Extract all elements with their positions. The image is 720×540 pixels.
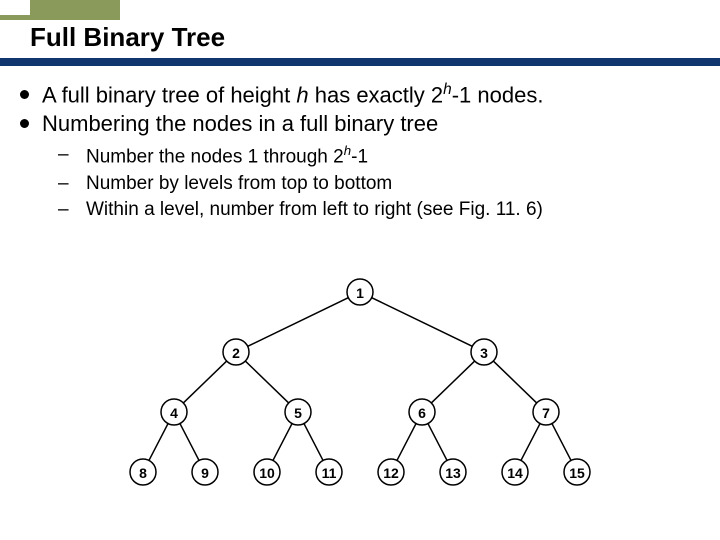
tree-edge — [180, 424, 199, 461]
tree-edge — [431, 361, 474, 403]
s1-pre: Number the nodes 1 through 2 — [86, 147, 344, 168]
b1-text-post: -1 nodes. — [452, 82, 544, 107]
tree-edge — [493, 361, 536, 403]
tree-node-label: 15 — [569, 465, 585, 481]
tree-edge — [149, 424, 168, 461]
bullet-1: A full binary tree of height h has exact… — [14, 80, 714, 109]
tree-node-label: 1 — [356, 285, 364, 301]
s2-text: Number by levels from top to bottom — [86, 173, 392, 194]
tree-node-label: 5 — [294, 405, 302, 421]
tree-node-label: 11 — [322, 465, 337, 481]
tree-node-label: 14 — [507, 465, 523, 481]
tree-edge — [552, 424, 571, 461]
tree-svg: 123456789101112131415 — [110, 270, 610, 520]
tree-node-label: 13 — [445, 465, 461, 481]
tree-edge — [428, 424, 447, 461]
tree-node-label: 2 — [232, 345, 240, 361]
tree-edge — [372, 298, 473, 347]
s1-post: -1 — [351, 147, 368, 168]
b1-text-pre: A full binary tree of height — [42, 82, 296, 107]
tree-node-label: 6 — [418, 405, 426, 421]
tree-edge — [248, 298, 349, 347]
tree-edge — [183, 361, 226, 403]
tree-node-label: 3 — [480, 345, 488, 361]
title-underline — [0, 58, 720, 66]
tree-edge — [304, 424, 323, 461]
main-bullet-list: A full binary tree of height h has exact… — [14, 80, 714, 223]
sub-bullet-2: Number by levels from top to bottom — [42, 171, 714, 197]
tree-edge — [273, 424, 292, 461]
sub-bullet-1: Number the nodes 1 through 2h-1 — [42, 142, 714, 171]
tree-node-label: 8 — [139, 465, 147, 481]
tree-node-label: 7 — [542, 405, 550, 421]
s3-text: Within a level, number from left to righ… — [86, 199, 543, 220]
sub-bullet-list: Number the nodes 1 through 2h-1 Number b… — [42, 142, 714, 223]
b1-text-mid: has exactly 2 — [309, 82, 444, 107]
tree-node-label: 12 — [383, 465, 399, 481]
page-title: Full Binary Tree — [30, 22, 225, 53]
tree-edge — [521, 424, 540, 461]
tree-edge — [397, 424, 416, 461]
tree-node-label: 10 — [259, 465, 275, 481]
b1-sup: h — [443, 81, 452, 98]
bullet-2: Numbering the nodes in a full binary tre… — [14, 109, 714, 223]
b1-var-h: h — [296, 82, 308, 107]
header-accent-line — [0, 15, 120, 20]
b2-text: Numbering the nodes in a full binary tre… — [42, 111, 438, 136]
tree-edge — [245, 361, 288, 403]
tree-node-label: 4 — [170, 405, 178, 421]
binary-tree-diagram: 123456789101112131415 — [110, 270, 610, 520]
tree-node-label: 9 — [201, 465, 209, 481]
content-area: A full binary tree of height h has exact… — [14, 80, 714, 223]
slide-header: Full Binary Tree — [0, 0, 720, 50]
sub-bullet-3: Within a level, number from left to righ… — [42, 197, 714, 223]
